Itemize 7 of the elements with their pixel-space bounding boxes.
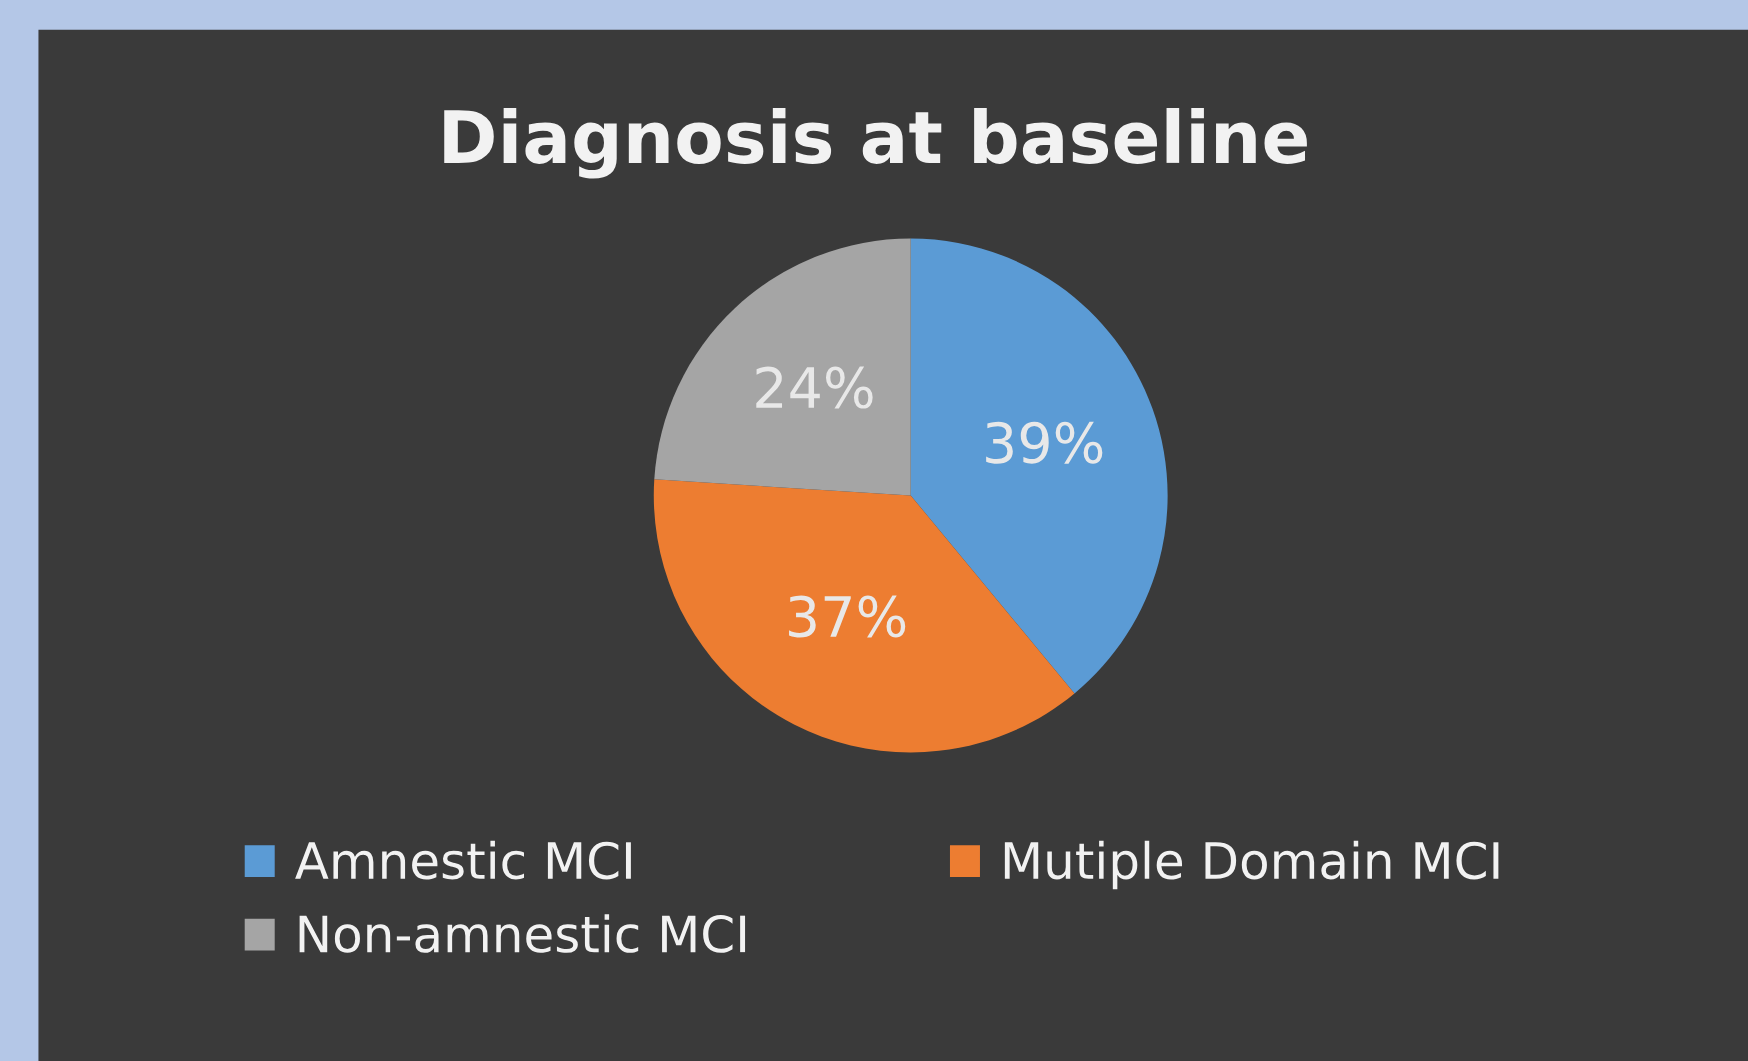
- data-label: 39%: [986, 421, 1103, 464]
- legend-label: Mutiple Domain MCI: [1004, 840, 1499, 890]
- legend-label: Non-amnestic MCI: [299, 914, 746, 953]
- data-label: 24%: [756, 366, 873, 409]
- chart-title: Diagnosis at baseline: [444, 108, 1307, 179]
- legend-label: Amnestic MCI: [295, 840, 631, 880]
- data-label: 37%: [789, 595, 906, 638]
